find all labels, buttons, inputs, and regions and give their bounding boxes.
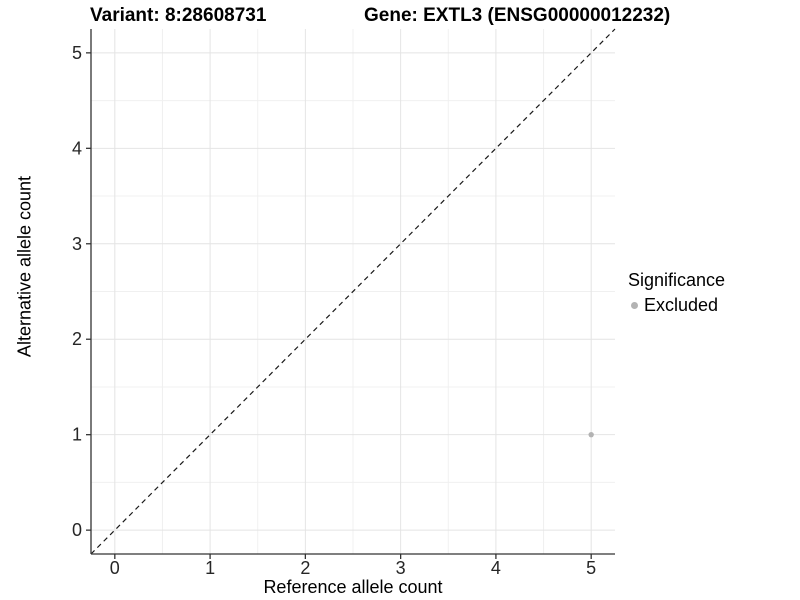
legend-item-excluded: Excluded	[628, 295, 725, 316]
x-tick-label: 3	[396, 558, 406, 578]
y-tick-label: 1	[72, 425, 82, 445]
variant-title: Variant: 8:28608731	[90, 5, 267, 26]
x-tick-label: 1	[205, 558, 215, 578]
data-point	[588, 431, 594, 438]
y-tick-label: 3	[72, 234, 82, 254]
x-tick-label: 5	[586, 558, 596, 578]
x-tick-label: 0	[110, 558, 120, 578]
legend: Significance Excluded	[628, 270, 725, 316]
y-tick-label: 0	[72, 520, 82, 540]
legend-key-dot-icon	[631, 302, 638, 309]
x-tick-label: 4	[491, 558, 501, 578]
identity-line	[90, 28, 616, 555]
y-axis-title: Alternative allele count	[14, 175, 35, 358]
y-tick-label: 2	[72, 329, 82, 349]
x-tick-label: 2	[300, 558, 310, 578]
y-tick-label: 4	[72, 138, 82, 158]
y-tick-label: 5	[72, 43, 82, 63]
gene-title: Gene: EXTL3 (ENSG00000012232)	[364, 5, 671, 26]
x-axis-title: Reference allele count	[263, 577, 443, 597]
legend-title: Significance	[628, 270, 726, 290]
legend-item-label: Excluded	[644, 295, 719, 315]
